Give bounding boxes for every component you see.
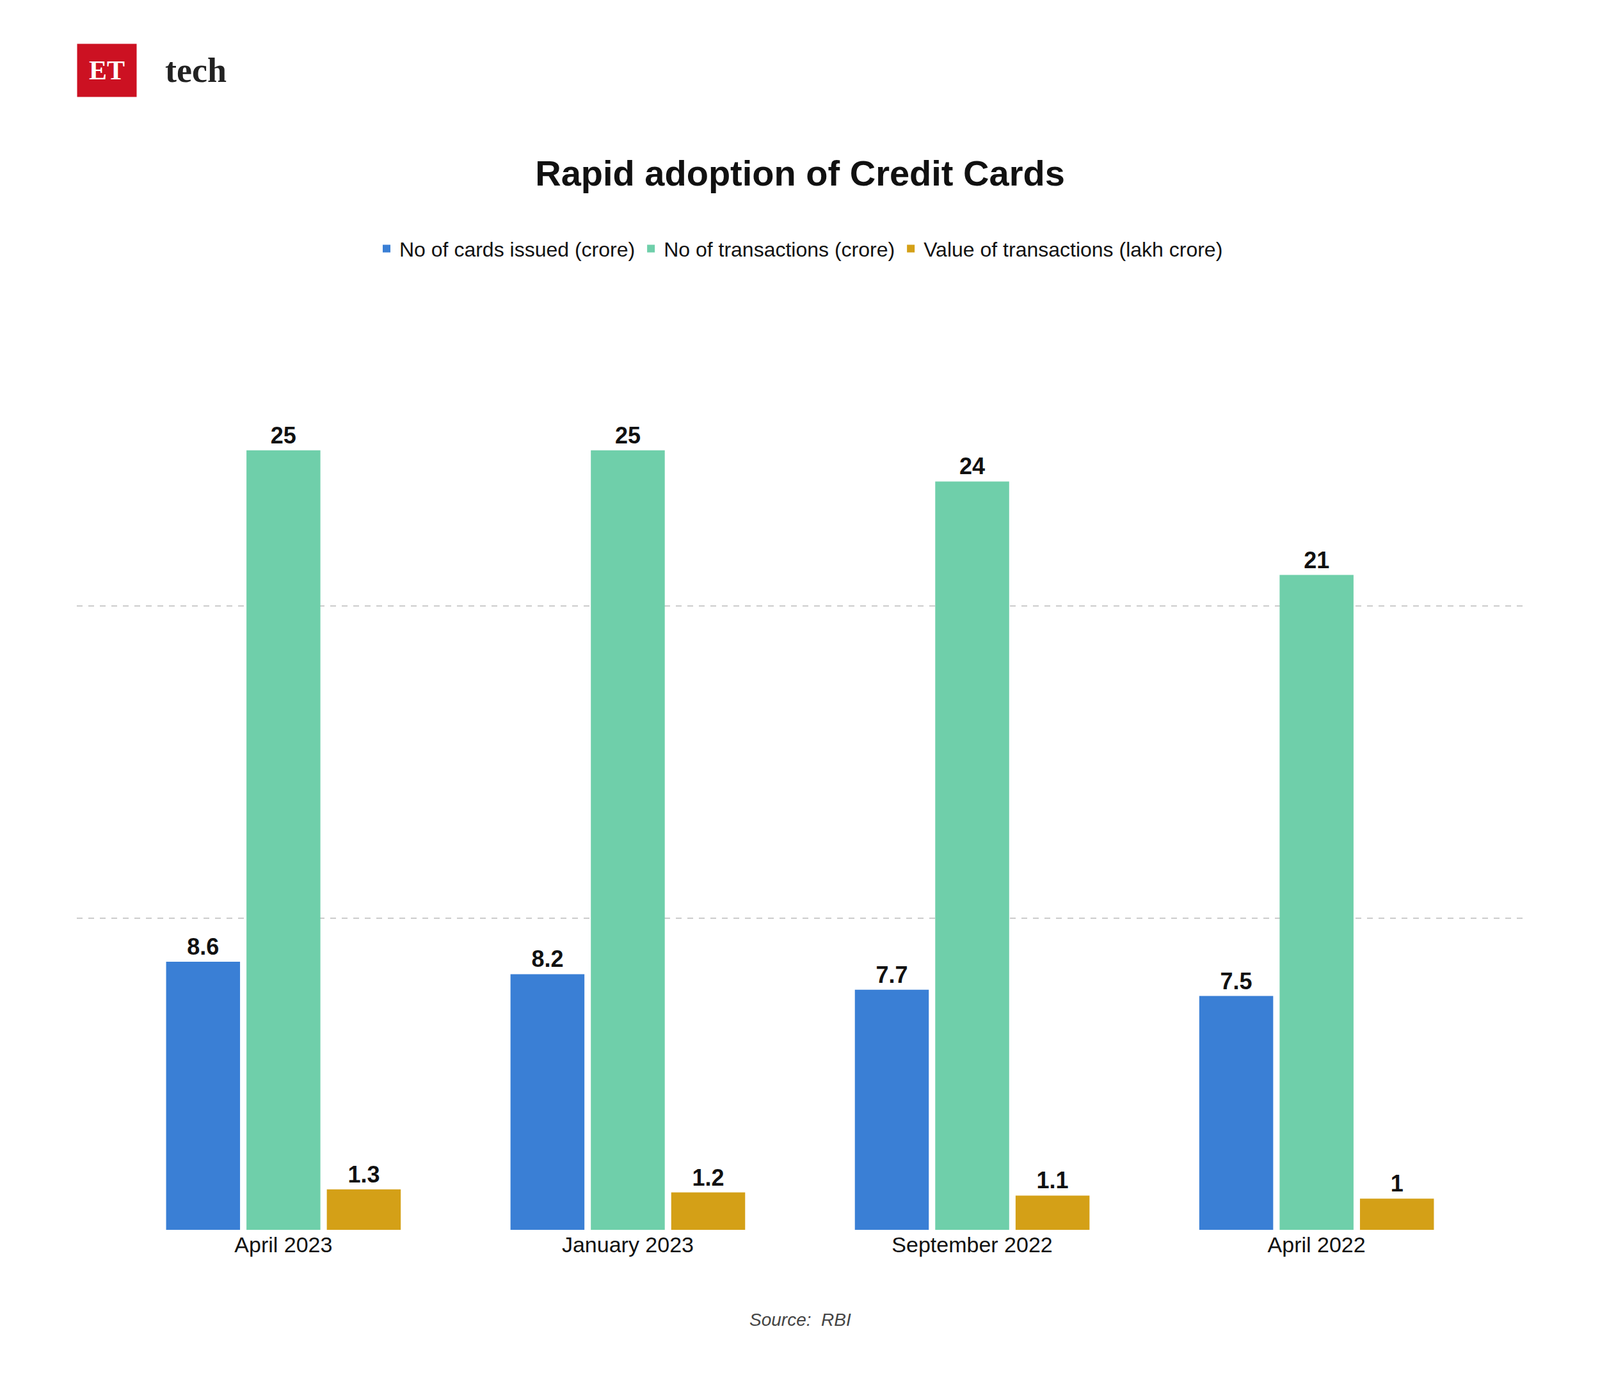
svg-text:1.1: 1.1 — [1036, 1167, 1069, 1194]
svg-text:April 2022: April 2022 — [1267, 1232, 1366, 1257]
svg-text:7.7: 7.7 — [875, 961, 908, 989]
svg-text:8.2: 8.2 — [531, 945, 564, 973]
svg-text:ET: ET — [88, 55, 125, 86]
svg-text:tech: tech — [165, 51, 227, 90]
svg-text:25: 25 — [270, 422, 297, 449]
svg-text:September 2022: September 2022 — [891, 1232, 1053, 1257]
svg-text:Rapid adoption of Credit Cards: Rapid adoption of Credit Cards — [535, 152, 1065, 194]
svg-text:1.3: 1.3 — [347, 1161, 380, 1188]
svg-text:No of transactions (crore): No of transactions (crore) — [663, 238, 895, 262]
svg-text:21: 21 — [1303, 547, 1330, 574]
svg-text:Value of transactions (lakh cr: Value of transactions (lakh crore) — [923, 238, 1223, 262]
svg-text:7.5: 7.5 — [1220, 968, 1253, 995]
svg-text:April 2023: April 2023 — [234, 1232, 333, 1257]
svg-text:No of cards issued (crore): No of cards issued (crore) — [399, 238, 635, 262]
svg-text:January 2023: January 2023 — [561, 1232, 694, 1257]
svg-text:24: 24 — [959, 453, 985, 480]
svg-text:1: 1 — [1390, 1170, 1404, 1197]
svg-text:1.2: 1.2 — [691, 1164, 724, 1192]
svg-text:25: 25 — [615, 422, 641, 449]
svg-text:Source: RBI: Source: RBI — [749, 1310, 852, 1330]
svg-text:8.6: 8.6 — [186, 933, 219, 960]
